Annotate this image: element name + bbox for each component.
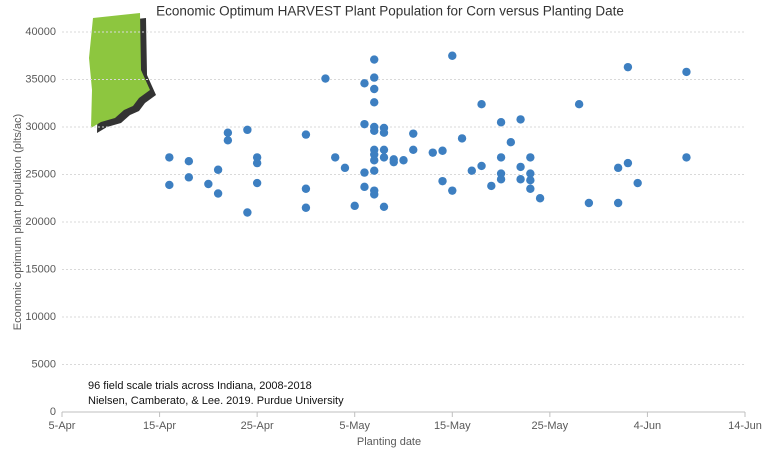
point [379, 153, 389, 162]
x-tick-label: 15-May [434, 420, 471, 432]
point [467, 166, 476, 175]
indiana-map [89, 13, 156, 133]
y-tick-label: 30000 [25, 121, 56, 133]
point [526, 176, 535, 185]
y-tick-label: 5000 [32, 358, 56, 370]
annotation: 96 field scale trials across Indiana, 20… [88, 380, 312, 392]
point [623, 158, 633, 168]
x-tick-label: 5-May [339, 420, 370, 432]
point [243, 125, 252, 135]
point [379, 128, 389, 137]
point [360, 182, 369, 192]
point [370, 84, 379, 94]
point [301, 130, 311, 139]
x-tick-label: 4-Jun [634, 420, 662, 432]
point [370, 73, 379, 82]
point [633, 178, 642, 188]
point [370, 98, 379, 107]
x-tick-label: 5-Apr [49, 420, 76, 432]
x-tick-label: 15-Apr [143, 420, 176, 432]
y-tick-label: 20000 [25, 216, 56, 228]
point [496, 175, 506, 184]
point [613, 198, 623, 208]
y-tick-label: 15000 [25, 263, 56, 275]
point [682, 67, 691, 77]
point [613, 163, 623, 173]
point [184, 157, 194, 166]
point [477, 161, 486, 171]
annotation: Nielsen, Camberato, & Lee. 2019. Purdue … [88, 395, 344, 407]
point [223, 128, 233, 137]
point [409, 145, 418, 154]
point [506, 138, 516, 147]
point [213, 165, 223, 174]
point [477, 100, 486, 109]
point [370, 55, 379, 64]
point [252, 178, 262, 188]
point [487, 181, 496, 191]
point [516, 162, 525, 172]
point [165, 180, 174, 190]
point [370, 190, 379, 199]
point [360, 79, 369, 88]
point [623, 62, 633, 72]
point [360, 119, 369, 129]
point [243, 208, 252, 217]
point [535, 194, 545, 203]
point [574, 100, 584, 109]
point [301, 203, 311, 212]
point [213, 189, 223, 198]
point [409, 129, 418, 138]
point [370, 126, 379, 135]
x-tick-label: 25-May [532, 420, 569, 432]
point [379, 202, 389, 211]
y-tick-label: 25000 [25, 168, 56, 180]
point [438, 176, 447, 186]
point [379, 145, 389, 154]
point [340, 163, 350, 173]
x-tick-label: 25-Apr [241, 420, 274, 432]
point [526, 153, 535, 162]
point [399, 156, 408, 165]
y-tick-label: 10000 [25, 311, 56, 323]
point [496, 118, 506, 127]
point [331, 153, 340, 162]
point [526, 184, 535, 193]
point [165, 153, 174, 162]
point [584, 198, 594, 208]
point [184, 173, 194, 182]
y-axis-label: Economic optimum plant population (plts/… [12, 114, 24, 330]
point [301, 184, 311, 193]
point [252, 158, 262, 168]
point [389, 157, 398, 167]
point [448, 51, 457, 60]
x-axis-label: Planting date [357, 436, 421, 448]
point [682, 153, 691, 162]
point [526, 169, 535, 178]
point [360, 168, 369, 177]
point [516, 115, 525, 124]
point [428, 148, 437, 157]
point [204, 179, 213, 189]
point [438, 146, 447, 155]
point [370, 166, 379, 175]
point [321, 74, 330, 83]
y-tick-label: 0 [50, 406, 56, 418]
point [223, 136, 233, 145]
chart-title: Economic Optimum HARVEST Plant Populatio… [156, 4, 624, 19]
point [457, 134, 467, 143]
point [350, 201, 359, 211]
point [496, 153, 506, 162]
y-tick-label: 35000 [25, 73, 56, 85]
y-tick-label: 40000 [25, 26, 56, 38]
point [370, 156, 379, 165]
x-tick-label: 14-Jun [728, 420, 762, 432]
point [516, 175, 525, 184]
point [448, 186, 457, 195]
